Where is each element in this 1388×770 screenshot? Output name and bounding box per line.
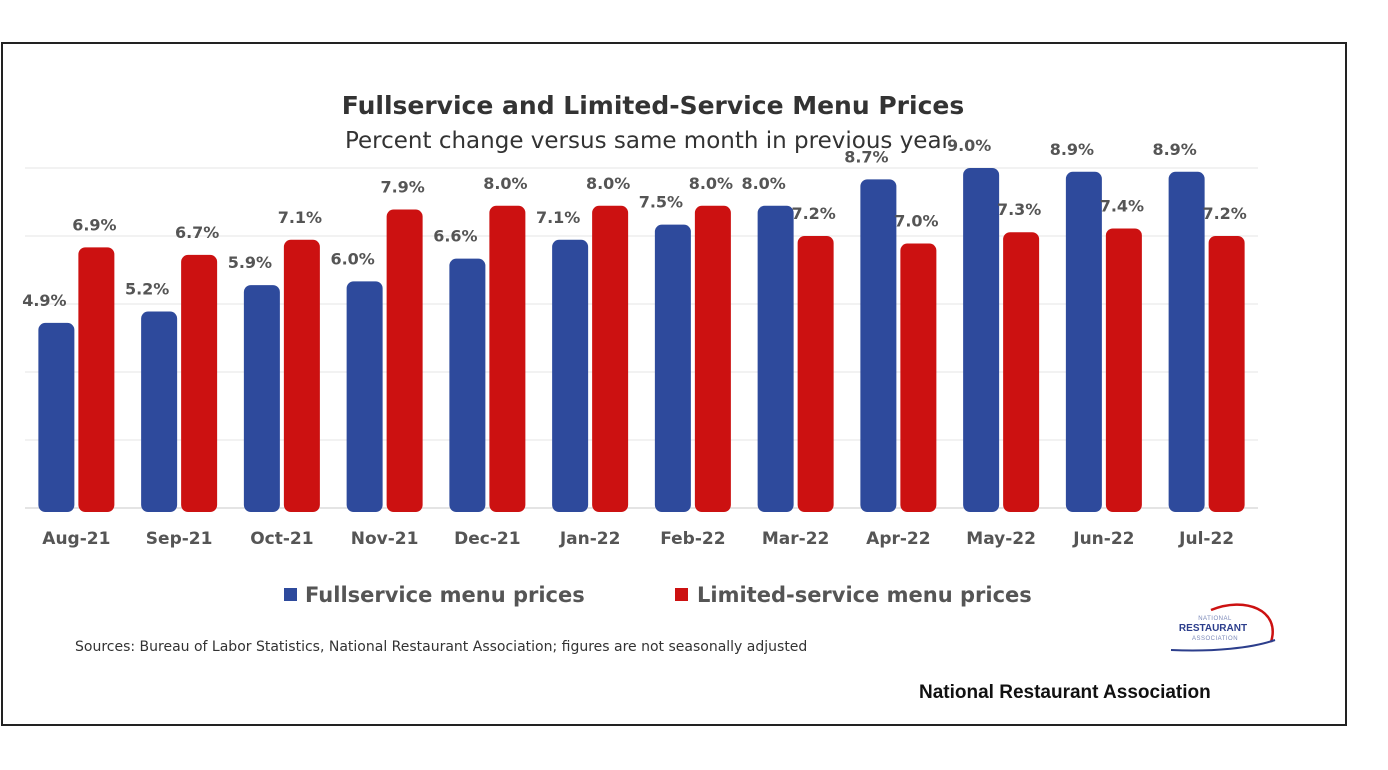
logo-text-national: NATIONAL [1198,616,1232,622]
legend-label-fullservice: Fullservice menu prices [305,583,585,607]
data-label-fullservice-jul-22: 8.9% [1152,140,1196,159]
bar-limited-aug-21 [78,247,115,513]
category-label-dec-21: Dec-21 [454,529,520,549]
bar-fullservice-jun-22 [1065,171,1102,512]
data-label-fullservice-apr-22: 8.7% [844,147,888,166]
chart-canvas: Fullservice and Limited-Service Menu Pri… [22,91,1276,703]
chart-subtitle: Percent change versus same month in prev… [345,128,952,154]
bar-limited-apr-22 [900,243,937,513]
data-label-fullservice-may-22: 9.0% [947,136,991,155]
data-label-limited-dec-21: 8.0% [483,174,527,193]
category-label-feb-22: Feb-22 [660,529,725,549]
bar-limited-nov-21 [386,209,423,513]
bar-fullservice-oct-21 [243,285,280,512]
data-label-limited-mar-22: 7.2% [791,204,835,223]
category-label-oct-21: Oct-21 [250,529,313,549]
bar-limited-dec-21 [489,205,526,512]
category-label-aug-21: Aug-21 [42,529,110,549]
data-label-limited-jan-22: 8.0% [586,174,630,193]
data-label-limited-jul-22: 7.2% [1202,204,1246,223]
bar-limited-jan-22 [592,205,629,512]
data-labels-group: 4.9% 6.9% 5.2% 6.7% 5.9% 7.1% 6.0% 7.9% 6.6% 8.0%… [22,136,1247,310]
source-note: Sources: Bureau of Labor Statistics, Nat… [75,639,807,655]
data-label-fullservice-aug-21: 4.9% [22,291,66,310]
bar-fullservice-aug-21 [38,322,75,512]
data-label-fullservice-sep-21: 5.2% [125,280,169,299]
bar-fullservice-sep-21 [141,311,178,512]
legend-label-limited: Limited-service menu prices [697,583,1032,607]
bar-limited-sep-21 [181,254,218,512]
category-label-jan-22: Jan-22 [559,529,621,549]
data-label-fullservice-jan-22: 7.1% [536,208,580,227]
bar-limited-jun-22 [1105,228,1142,512]
bar-limited-mar-22 [797,236,834,512]
nra-logo: NATIONAL RESTAURANT ASSOCIATION [1170,603,1276,652]
logo-text-association: ASSOCIATION [1192,636,1238,642]
bar-fullservice-dec-21 [449,258,486,512]
data-label-limited-aug-21: 6.9% [72,215,116,234]
bar-fullservice-jul-22 [1168,171,1205,512]
data-label-fullservice-oct-21: 5.9% [228,253,272,272]
data-label-limited-feb-22: 8.0% [689,174,733,193]
data-label-fullservice-dec-21: 6.6% [433,227,477,246]
data-label-limited-apr-22: 7.0% [894,212,938,231]
category-labels-group: Aug-21 Sep-21 Oct-21 Nov-21 Dec-21 Jan-22 Feb-… [42,529,1234,549]
chart-title: Fullservice and Limited-Service Menu Pri… [342,91,965,120]
grid-lines [25,167,1258,509]
logo-text-restaurant: RESTAURANT [1179,623,1247,634]
bar-limited-jul-22 [1208,236,1245,512]
bar-limited-feb-22 [694,205,731,512]
legend-swatch-fullservice [284,588,297,601]
data-label-fullservice-feb-22: 7.5% [639,193,683,212]
bar-fullservice-feb-22 [654,224,691,512]
category-label-apr-22: Apr-22 [866,529,930,549]
bar-fullservice-jan-22 [552,239,589,512]
data-label-fullservice-jun-22: 8.9% [1050,140,1094,159]
bar-limited-may-22 [1003,232,1040,512]
bar-fullservice-apr-22 [860,179,897,513]
legend-swatch-limited [675,588,688,601]
data-label-fullservice-nov-21: 6.0% [330,249,374,268]
bars-group [38,168,1245,513]
data-label-limited-jun-22: 7.4% [1100,196,1144,215]
data-label-limited-nov-21: 7.9% [380,178,424,197]
logo-swoosh-red [1210,603,1274,643]
bar-fullservice-mar-22 [757,205,794,512]
brand-text: National Restaurant Association [919,682,1211,703]
category-label-nov-21: Nov-21 [351,529,419,549]
category-label-jul-22: Jul-22 [1178,529,1234,549]
data-label-limited-may-22: 7.3% [997,200,1041,219]
chart-frame: Fullservice and Limited-Service Menu Pri… [1,42,1347,726]
bar-fullservice-nov-21 [346,281,383,512]
data-label-limited-sep-21: 6.7% [175,223,219,242]
legend: Fullservice menu prices Limited-service … [284,583,1032,607]
category-label-may-22: May-22 [966,529,1036,549]
bar-fullservice-may-22 [963,168,1000,512]
category-label-sep-21: Sep-21 [146,529,213,549]
category-label-jun-22: Jun-22 [1072,529,1134,549]
data-label-limited-oct-21: 7.1% [278,208,322,227]
bar-limited-oct-21 [283,239,320,512]
category-label-mar-22: Mar-22 [762,529,830,549]
data-label-fullservice-mar-22: 8.0% [741,174,785,193]
logo-swoosh-blue [1170,639,1276,652]
